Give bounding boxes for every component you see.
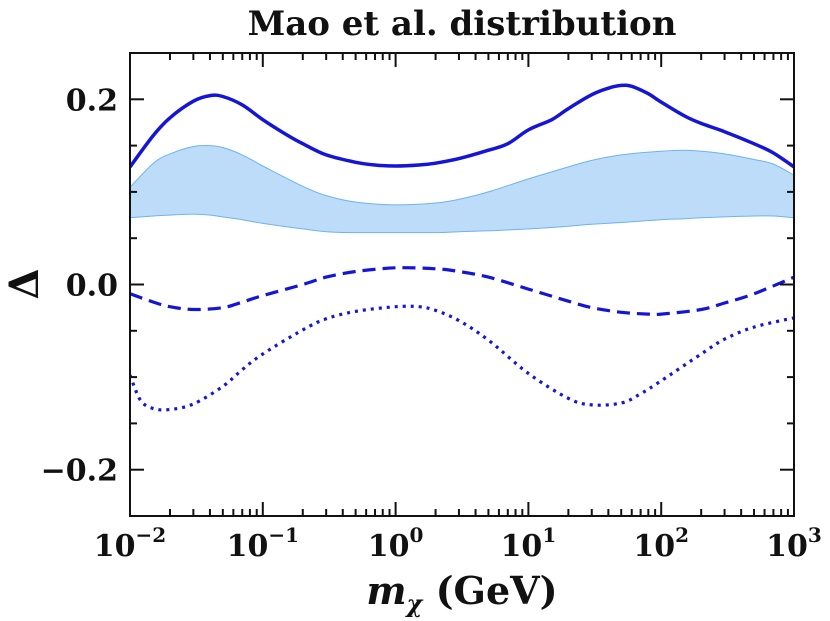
tick-labels: 10−2 10−1 100 101 102 103 0.2 0.0 −0.2 [41, 83, 822, 564]
x-tick-label: 101 [501, 523, 557, 564]
series-dotted [130, 304, 794, 412]
x-tick-label: 10−2 [94, 523, 166, 564]
x-axis-subscript: χ [405, 589, 424, 618]
chart-title: Mao et al. distribution [248, 4, 677, 44]
y-tick-label: −0.2 [41, 454, 118, 489]
band-lower-edge [130, 213, 794, 234]
y-axis-label: Δ [1, 268, 48, 299]
x-tick-label: 100 [368, 523, 424, 564]
x-axis-label: mχ (GeV) [366, 568, 557, 618]
x-tick-label: 10−1 [227, 523, 299, 564]
band-upper-edge [130, 144, 794, 206]
y-tick-label: 0.2 [66, 83, 118, 118]
band-area [130, 145, 794, 233]
series-dashed [130, 266, 794, 317]
x-tick-label: 102 [633, 523, 689, 564]
y-tick-label: 0.0 [66, 269, 118, 304]
series-solid [130, 83, 794, 169]
plot-area [130, 83, 794, 412]
plot-frame [129, 52, 795, 517]
x-axis-symbol: m [366, 568, 406, 613]
x-axis-unit: (GeV) [422, 568, 557, 613]
series-group [130, 83, 794, 412]
x-tick-label: 103 [766, 523, 822, 564]
